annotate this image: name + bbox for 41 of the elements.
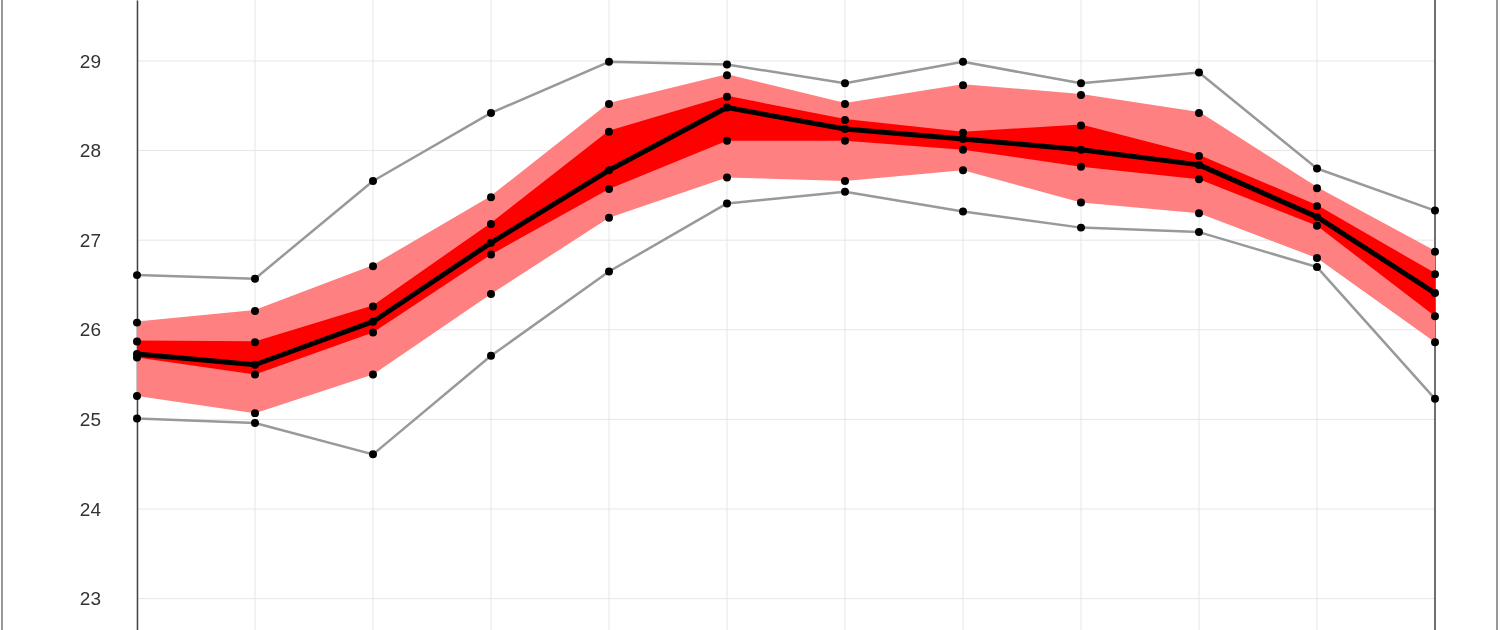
point <box>1195 160 1203 169</box>
point <box>369 370 377 379</box>
y-tick-label: 29 <box>79 50 101 72</box>
point <box>1431 289 1439 298</box>
point <box>487 289 495 298</box>
point <box>1195 175 1203 184</box>
point <box>841 125 849 134</box>
point <box>1077 162 1085 171</box>
point <box>841 136 849 145</box>
point <box>1077 198 1085 207</box>
point <box>251 409 259 418</box>
point <box>841 177 849 186</box>
point <box>251 360 259 369</box>
point <box>723 136 731 145</box>
point <box>605 213 613 222</box>
point <box>1077 145 1085 154</box>
point <box>959 145 967 154</box>
point <box>723 173 731 182</box>
y-tick-label: 28 <box>79 140 101 162</box>
point <box>369 317 377 326</box>
y-tick-label: 23 <box>79 588 101 610</box>
point <box>1431 338 1439 347</box>
point <box>723 103 731 112</box>
point <box>605 166 613 175</box>
point <box>133 350 141 358</box>
point <box>251 370 259 379</box>
point <box>487 250 495 259</box>
point <box>1313 221 1321 230</box>
y-tick-label: 24 <box>79 498 102 520</box>
point <box>1313 254 1321 263</box>
point <box>1313 212 1321 221</box>
point <box>133 392 141 401</box>
point <box>1431 312 1439 321</box>
point <box>487 238 495 247</box>
point <box>1195 209 1203 218</box>
point <box>959 166 967 175</box>
point <box>369 328 377 337</box>
point <box>605 185 613 194</box>
y-tick-label: 26 <box>79 319 101 341</box>
y-tick-label: 27 <box>79 229 101 251</box>
y-tick-label: 25 <box>79 408 101 430</box>
